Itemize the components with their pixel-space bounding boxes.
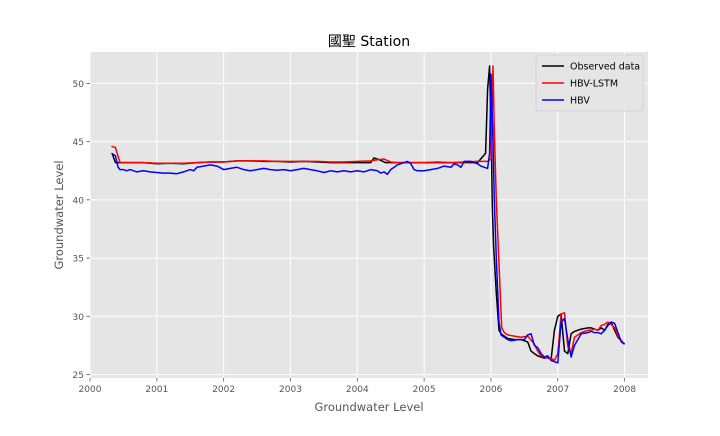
x-tick-label: 2003 <box>279 385 302 395</box>
x-tick-label: 2005 <box>413 385 436 395</box>
x-tick-label: 2007 <box>546 385 569 395</box>
x-axis-label: Groundwater Level <box>314 400 423 414</box>
y-axis-label: Groundwater Level <box>52 160 66 269</box>
y-tick-label: 30 <box>73 313 85 323</box>
y-tick-label: 25 <box>73 371 84 381</box>
y-tick-label: 50 <box>73 80 85 90</box>
series-line-2 <box>111 73 626 364</box>
legend-label: HBV-LSTM <box>570 79 618 90</box>
y-tick-label: 45 <box>73 138 84 148</box>
series-line-1 <box>111 65 626 362</box>
legend: Observed data HBV-LSTM HBV <box>535 54 644 112</box>
x-tick-label: 2000 <box>79 385 102 395</box>
legend-box <box>535 54 644 112</box>
legend-label: Observed data <box>570 62 640 73</box>
chart-title: 國聖 Station <box>328 34 410 50</box>
legend-label: HBV <box>570 96 590 107</box>
series-lines <box>111 65 626 364</box>
x-tick-label: 2002 <box>212 385 235 395</box>
y-tick-label: 35 <box>73 255 84 265</box>
x-tick-label: 2006 <box>480 385 503 395</box>
x-tick-label: 2001 <box>145 385 168 395</box>
axes: 2000 2001 2002 2003 2004 2005 2006 2007 2008 25 30… <box>73 80 637 395</box>
x-tick-label: 2004 <box>346 385 369 395</box>
y-tick-label: 40 <box>73 196 85 206</box>
x-tick-label: 2008 <box>613 385 636 395</box>
